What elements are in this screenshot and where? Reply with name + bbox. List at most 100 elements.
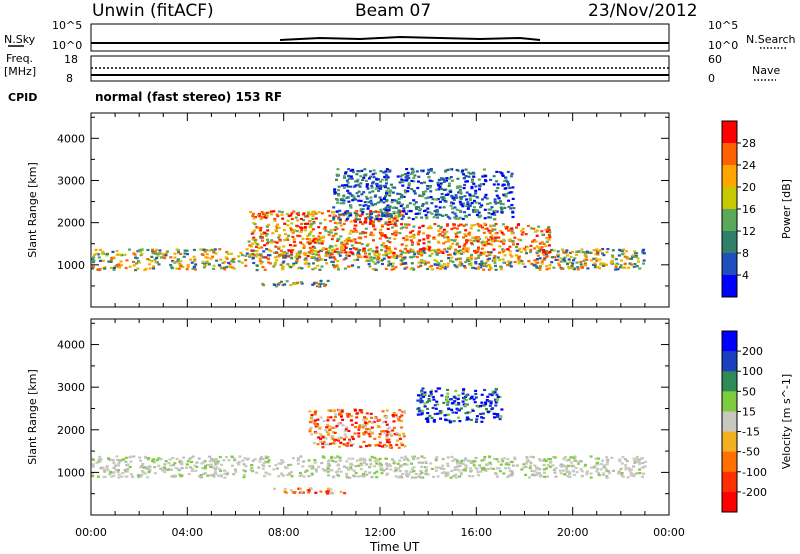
power-cell xyxy=(441,234,445,237)
power-cell xyxy=(357,199,361,202)
velocity-cell xyxy=(298,471,302,475)
power-cell xyxy=(388,170,392,173)
power-cell xyxy=(536,261,540,264)
power-cell xyxy=(265,238,269,241)
power-cell xyxy=(601,264,605,267)
velocity-cell xyxy=(430,389,434,392)
velocity-cell xyxy=(452,420,456,423)
velocity-cell xyxy=(219,474,223,477)
velocity-cell xyxy=(125,475,129,478)
power-cell xyxy=(418,208,422,211)
power-cell xyxy=(399,227,403,230)
velocity-cell xyxy=(262,461,266,465)
power-cell xyxy=(492,218,496,221)
power-cell xyxy=(331,211,335,214)
power-cell xyxy=(483,217,487,220)
velocity-cell xyxy=(170,475,174,478)
velocity-cell xyxy=(543,475,546,478)
power-cell xyxy=(361,231,365,234)
power-cell xyxy=(545,230,549,233)
power-cell xyxy=(431,249,434,252)
power-cell xyxy=(96,253,100,256)
velocity-cell xyxy=(451,411,455,414)
power-cell xyxy=(456,185,460,188)
velocity-cell xyxy=(108,473,112,476)
velocity-cell xyxy=(179,474,183,477)
velocity-cell xyxy=(417,394,420,397)
velocity-cell xyxy=(476,405,480,409)
power-cell xyxy=(403,239,407,242)
velocity-cell xyxy=(484,469,488,472)
power-cell xyxy=(507,260,511,263)
velocity-cell xyxy=(398,433,401,436)
power-cell xyxy=(440,259,443,263)
power-cell xyxy=(458,188,462,191)
power-cell xyxy=(319,279,323,282)
power-cell xyxy=(445,224,449,227)
power-cell xyxy=(450,256,454,259)
velocity-cell xyxy=(412,455,416,458)
power-cell xyxy=(336,250,340,253)
power-cell xyxy=(536,254,540,257)
velocity-cell xyxy=(277,462,281,465)
power-cell xyxy=(423,263,427,266)
power-cell xyxy=(271,232,275,235)
power-cell xyxy=(281,262,285,265)
power-cell xyxy=(444,170,448,173)
power-cell xyxy=(398,192,402,196)
velocity-cell xyxy=(351,457,355,460)
power-cell xyxy=(406,250,410,253)
velocity-cell xyxy=(502,457,506,460)
velocity-cell xyxy=(445,474,449,477)
power-cell xyxy=(384,252,388,255)
velocity-cell xyxy=(454,476,458,479)
power-cell xyxy=(164,254,168,257)
velocity-cell xyxy=(431,395,435,399)
power-cell xyxy=(405,223,409,226)
power-cell xyxy=(323,227,327,230)
velocity-cell xyxy=(308,464,312,467)
power-cell xyxy=(265,211,269,214)
power-cell xyxy=(91,261,95,264)
velocity-cell xyxy=(426,420,430,423)
velocity-cell xyxy=(606,460,610,464)
power-cell xyxy=(343,240,347,243)
power-cell xyxy=(259,254,263,257)
power-cell xyxy=(472,182,476,185)
velocity-cell xyxy=(496,413,500,416)
velocity-cell xyxy=(312,442,316,445)
power-cell xyxy=(286,238,290,241)
velocity-cell xyxy=(320,434,324,437)
power-cell xyxy=(407,184,411,187)
velocity-cell xyxy=(346,468,350,471)
power-cell xyxy=(349,204,353,207)
velocity-cell xyxy=(635,458,639,461)
power-cell xyxy=(480,247,484,250)
velocity-cell xyxy=(504,463,508,466)
velocity-cell xyxy=(356,411,360,415)
velocity-cell xyxy=(378,441,382,444)
velocity-cell xyxy=(456,462,459,465)
velocity-cell xyxy=(553,456,557,459)
power-cell xyxy=(349,220,353,223)
power-cell xyxy=(419,182,423,185)
power-cell xyxy=(160,256,163,259)
power-cell xyxy=(570,265,574,268)
power-cell xyxy=(457,263,461,266)
velocity-cell xyxy=(209,463,213,466)
velocity-cell xyxy=(329,492,333,495)
power-cell xyxy=(480,262,484,265)
power-cell xyxy=(274,225,278,228)
power-cell xyxy=(342,199,346,202)
power-cell xyxy=(143,268,147,272)
velocity-cell xyxy=(459,471,463,474)
power-cell xyxy=(423,248,426,251)
power-cell xyxy=(411,218,415,221)
velocity-cell xyxy=(380,430,384,433)
power-cell xyxy=(277,236,281,239)
velocity-cell xyxy=(359,462,363,465)
velocity-cell xyxy=(569,456,573,459)
power-cell xyxy=(525,246,529,249)
y-tick-label: 3000 xyxy=(57,174,85,187)
power-cell xyxy=(477,229,481,232)
